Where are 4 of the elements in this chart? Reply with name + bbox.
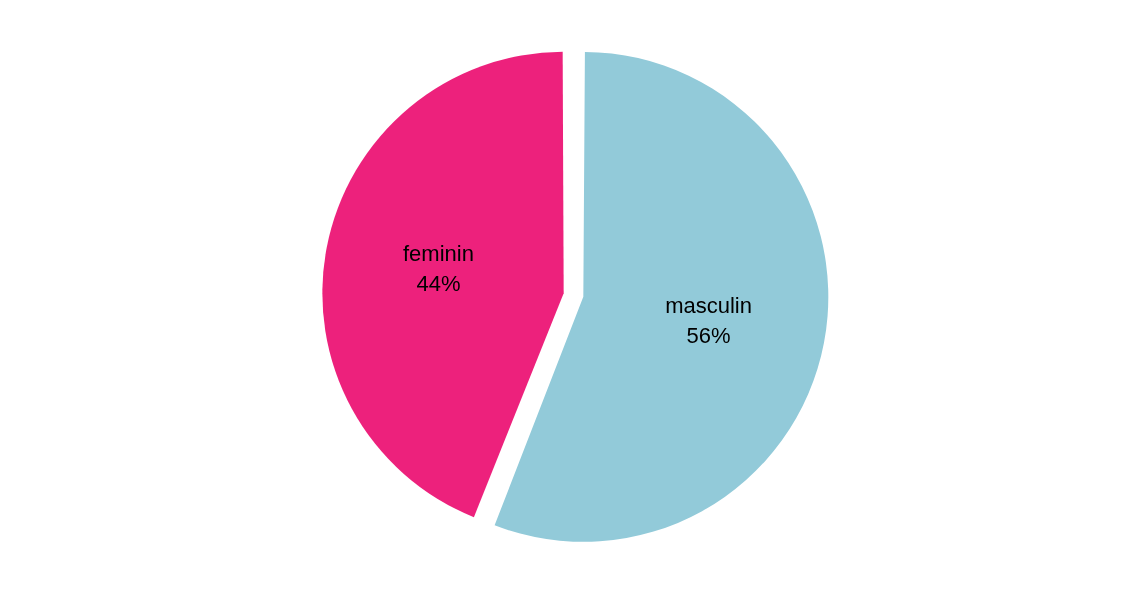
data-label: 56% [686, 322, 731, 348]
slice-label: masculin [665, 292, 752, 318]
data-label: 44% [416, 271, 461, 297]
slice-label: feminin [402, 241, 474, 267]
